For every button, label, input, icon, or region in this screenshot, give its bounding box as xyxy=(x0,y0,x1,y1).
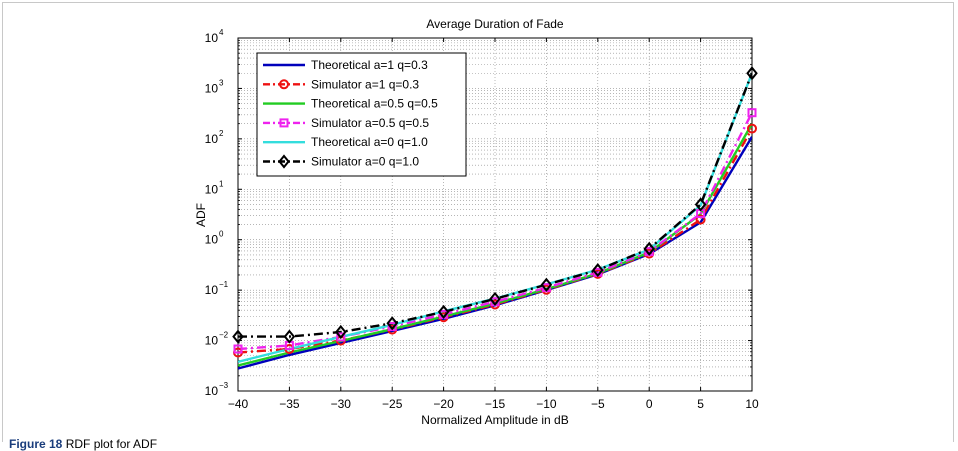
figure-caption: Figure 18 RDF plot for ADF xyxy=(9,437,157,451)
y-tick-exponent: −3 xyxy=(219,381,229,390)
y-tick-exponent: 4 xyxy=(219,28,224,37)
x-tick-label: −10 xyxy=(536,397,557,411)
legend-label: Simulator a=0 q=1.0 xyxy=(311,155,419,169)
diamond-marker xyxy=(694,197,707,212)
y-tick-exponent: −1 xyxy=(219,280,229,289)
y-tick-exponent: 3 xyxy=(219,78,224,87)
x-tick-label: −20 xyxy=(433,397,454,411)
square-marker xyxy=(336,332,346,342)
legend-label: Theoretical a=0.5 q=0.5 xyxy=(311,97,438,111)
circle-marker xyxy=(695,214,706,225)
legend-label: Simulator a=0.5 q=0.5 xyxy=(311,116,429,130)
y-tick-label: 10 xyxy=(205,283,219,297)
markers xyxy=(232,66,758,358)
square-marker xyxy=(233,344,243,354)
diamond-marker xyxy=(386,316,398,331)
legend-label: Theoretical a=0 q=1.0 xyxy=(311,135,428,149)
series-line-4 xyxy=(238,112,752,351)
diamond-marker xyxy=(540,277,553,292)
chart-title: Average Duration of Fade xyxy=(426,17,564,31)
y-tick-label: 10 xyxy=(205,132,219,146)
x-tick-label: −35 xyxy=(279,397,300,411)
diamond-marker xyxy=(592,262,604,278)
diamond-marker xyxy=(232,329,244,344)
legend-label: Simulator a=1 q=0.3 xyxy=(311,77,419,91)
diamond-marker xyxy=(278,154,290,169)
diamond-marker xyxy=(746,66,758,81)
y-tick-exponent: −2 xyxy=(219,331,229,340)
x-tick-label: 0 xyxy=(646,397,653,411)
y-tick-exponent: 2 xyxy=(219,129,224,138)
circle-marker xyxy=(279,79,289,90)
x-tick-label: 10 xyxy=(745,397,759,411)
legend: Theoretical a=1 q=0.3 Simulator a=1 q=0.3… xyxy=(256,52,467,177)
diamond-marker xyxy=(283,329,296,344)
diamond-marker xyxy=(489,291,501,306)
diamond-marker xyxy=(437,304,450,319)
y-tick-exponent: 1 xyxy=(219,179,224,188)
y-tick-label: 10 xyxy=(205,384,219,398)
y-tick-exponent: 0 xyxy=(219,230,224,239)
square-marker xyxy=(747,108,757,118)
legend-label: Theoretical a=1 q=0.3 xyxy=(311,58,428,72)
x-tick-label: −25 xyxy=(382,397,403,411)
circle-marker xyxy=(747,123,757,134)
y-tick-label: 10 xyxy=(205,81,219,95)
legend-box xyxy=(256,52,467,177)
y-tick-label: 10 xyxy=(205,233,219,247)
x-tick-label: −15 xyxy=(485,397,506,411)
caption-label: Figure 18 xyxy=(9,437,63,451)
x-tick-label: 5 xyxy=(697,397,704,411)
y-tick-label: 10 xyxy=(205,182,219,196)
caption-text: RDF plot for ADF xyxy=(65,437,158,451)
x-axis-label: Normalized Amplitude in dB xyxy=(421,413,568,427)
diamond-marker xyxy=(643,241,655,256)
diamond-marker xyxy=(335,324,347,340)
square-marker xyxy=(279,118,289,128)
y-tick-label: 10 xyxy=(205,31,219,45)
x-tick-label: −30 xyxy=(331,397,352,411)
x-tick-label: −5 xyxy=(591,397,605,411)
y-axis-label: ADF xyxy=(194,203,208,227)
y-tick-label: 10 xyxy=(205,334,219,348)
x-tick-label: −40 xyxy=(228,397,249,411)
